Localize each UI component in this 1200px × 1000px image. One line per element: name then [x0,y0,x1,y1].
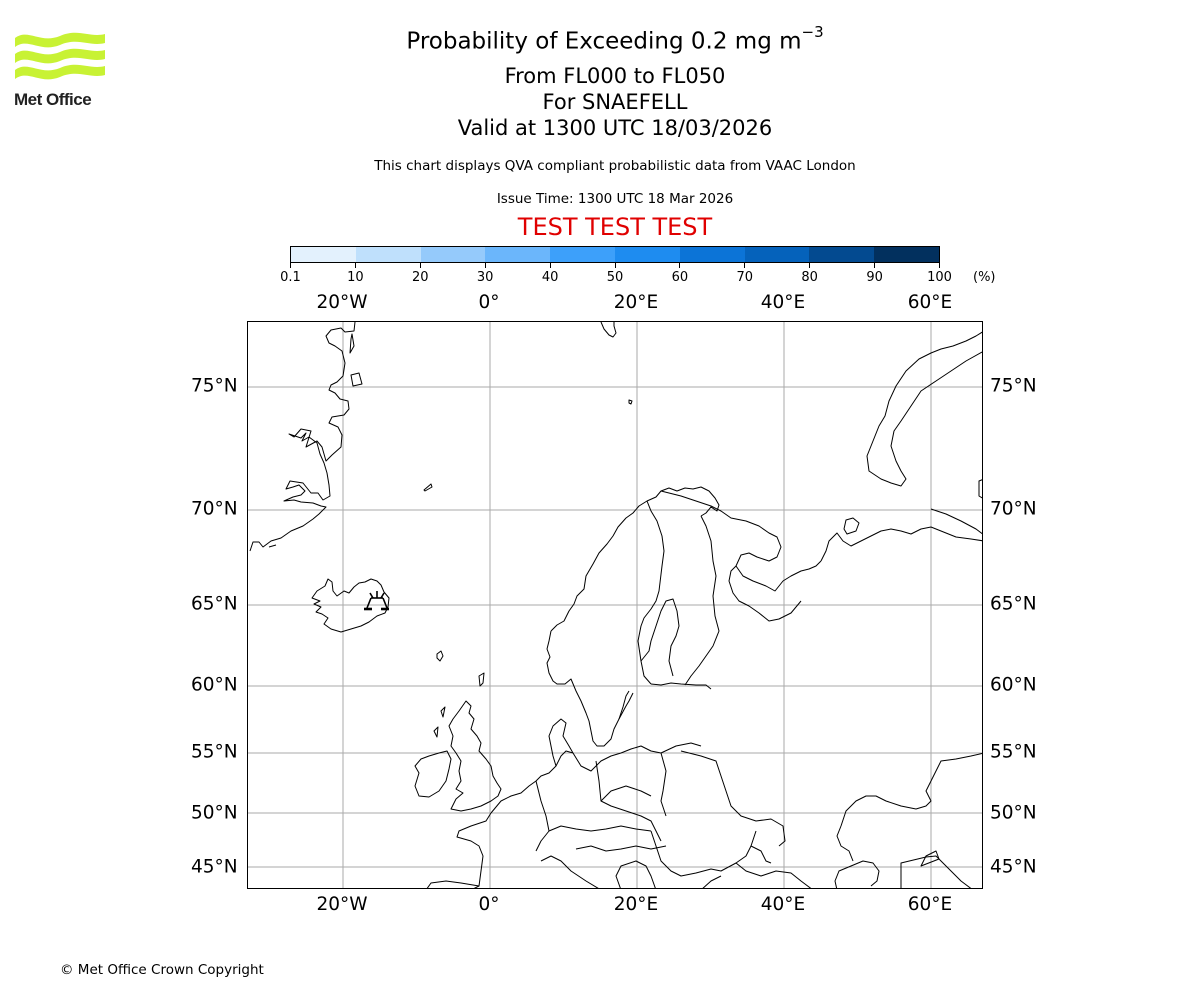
colorbar-tick-label: 20 [412,270,429,285]
colorbar-tick [549,263,551,268]
chart-subtitle: This chart displays QVA compliant probab… [374,158,856,174]
colorbar-tick [354,263,356,268]
colorbar-tick-label: 60 [671,270,689,285]
copyright-text: © Met Office Crown Copyright [60,962,264,978]
map-panel[interactable] [247,321,983,889]
map-canvas [248,322,982,888]
lat-label-left-55n: 55°N [191,741,238,763]
title-line1: Probability of Exceeding 0.2 mg m [406,28,802,55]
colorbar-bin [355,247,421,262]
colorbar-tick-label: 40 [541,270,559,285]
colorbar-tick [614,263,616,268]
lat-label-right-70n: 70°N [990,498,1037,520]
met-office-waves-icon [15,32,105,80]
colorbar-tick [874,263,876,268]
colorbar [290,246,940,263]
title-line4: Valid at 1300 UTC 18/03/2026 [457,116,773,140]
lat-label-right-55n: 55°N [990,741,1037,763]
lon-label-bottom-60e: 60°E [907,894,953,915]
title-line2: From FL000 to FL050 [504,64,726,88]
colorbar-tick [809,263,811,268]
colorbar-tick [679,263,681,268]
colorbar-bin [420,247,486,262]
colorbar-tick-label: 90 [866,270,883,285]
lat-label-left-65n: 65°N [191,593,238,615]
colorbar-bin [809,247,875,262]
lat-label-right-75n: 75°N [990,375,1037,397]
lat-label-right-65n: 65°N [990,593,1037,615]
colorbar-bin [485,247,551,262]
lat-label-left-60n: 60°N [191,674,238,696]
lat-label-right-45n: 45°N [990,856,1037,878]
colorbar-tick [290,263,291,268]
lat-label-left-45n: 45°N [191,856,238,878]
logo-text: Met Office [14,90,92,109]
lon-label-bottom-20e: 20°E [613,894,659,915]
coastlines [249,322,982,888]
lat-label-right-60n: 60°N [990,674,1037,696]
chart-title: Probability of Exceeding 0.2 mg m−3 [0,23,1200,55]
lat-label-left-75n: 75°N [191,375,238,397]
test-banner: TEST TEST TEST [517,213,713,241]
colorbar-bin [744,247,810,262]
lat-label-left-50n: 50°N [191,802,238,824]
colorbar-tick [419,263,421,268]
title-line3: For SNAEFELL [542,90,688,114]
colorbar-tick-label: 50 [606,270,624,285]
lat-label-right-50n: 50°N [990,802,1037,824]
gridlines [248,322,982,888]
lon-label-top-40e: 40°E [760,292,806,313]
lon-label-top-20e: 20°E [613,292,659,313]
colorbar-bin [874,247,939,262]
colorbar-bin [614,247,680,262]
colorbar-tick-label: 30 [476,270,494,285]
lon-label-bottom-40e: 40°E [760,894,806,915]
issue-time: Issue Time: 1300 UTC 18 Mar 2026 [496,191,734,207]
chart-title-lines: From FL000 to FL050 For SNAEFELL Valid a… [0,63,1200,141]
colorbar-bin [291,247,356,262]
lon-label-top-60e: 60°E [907,292,953,313]
title-superscript: −3 [801,23,824,41]
volcano-icon[interactable] [364,591,389,611]
lon-label-bottom-0: 0° [478,894,500,915]
colorbar-tick-label: 10 [347,270,364,285]
colorbar-tick [939,263,940,268]
lon-label-bottom-20w: 20°W [316,894,368,915]
colorbar-tick [744,263,746,268]
met-office-logo: Met Office [14,30,110,112]
lon-label-top-20w: 20°W [316,292,368,313]
lon-label-top-0: 0° [478,292,500,313]
colorbar-bin [679,247,745,262]
lat-label-left-70n: 70°N [191,498,238,520]
colorbar-tick-label: 80 [801,270,818,285]
colorbar-bin [550,247,615,262]
colorbar-tick [484,263,486,268]
colorbar-tick-label: 100 [927,270,952,285]
colorbar-tick-label: 70 [736,270,754,285]
colorbar-unit: (%) [973,270,996,285]
colorbar-tick-label: 0.1 [280,270,301,285]
